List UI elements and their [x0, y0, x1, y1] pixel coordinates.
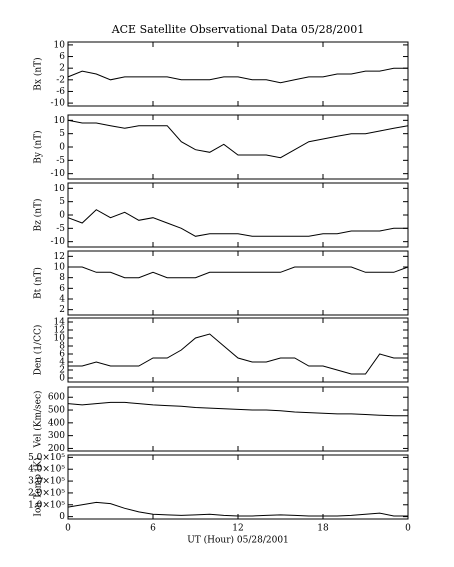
y-tick-label: 8 [59, 342, 65, 352]
y-tick-label: 2.0×10⁵ [28, 488, 65, 498]
y-tick-label: 14 [54, 318, 66, 328]
y-tick-label: 2 [59, 366, 65, 376]
y-tick-label: 10 [54, 116, 66, 126]
x-tick-label: 0 [405, 524, 411, 534]
data-line [67, 119, 409, 159]
y-tick-label: 1.0×10⁵ [28, 500, 65, 510]
data-line [67, 401, 408, 417]
y-tick-label: -2 [56, 75, 65, 85]
x-tick-label: 12 [232, 524, 243, 534]
y-axis-label: Den (1/CC) [33, 325, 44, 376]
y-tick-label: 2 [59, 64, 65, 74]
y-tick-label: 10 [54, 40, 66, 50]
y-axis-label: By (nT) [33, 130, 44, 163]
chart-title: ACE Satellite Observational Data 05/28/2… [111, 23, 365, 36]
panel-frame [67, 250, 409, 316]
y-tick-label: 300 [48, 431, 65, 441]
data-line [67, 209, 408, 237]
y-tick-label: 600 [48, 393, 65, 403]
x-tick-label: 0 [65, 524, 71, 534]
y-tick-label: 0 [59, 512, 65, 522]
y-tick-label: 12 [54, 326, 65, 336]
y-tick-label: 5 [59, 129, 65, 139]
y-tick-label: 6 [59, 350, 65, 360]
y-tick-label: -10 [51, 99, 66, 109]
y-tick-label: 5 [59, 197, 65, 207]
y-tick-label: -10 [51, 237, 66, 247]
y-tick-label: 4.0×10⁵ [28, 465, 65, 475]
y-tick-label: 2 [59, 305, 65, 315]
y-tick-label: 500 [48, 406, 65, 416]
y-tick-label: 10 [54, 334, 66, 344]
y-tick-label: 4 [59, 358, 65, 368]
y-tick-label: 0 [59, 143, 65, 153]
y-tick-label: 5.0×10⁵ [28, 453, 65, 463]
x-axis-label: UT (Hour) 05/28/2001 [187, 535, 289, 546]
panel-frame [67, 454, 409, 520]
y-axis-label: Bz (nT) [33, 198, 44, 231]
y-tick-label: 6 [59, 52, 65, 62]
panel-frame [67, 114, 409, 180]
x-tick-label: 6 [150, 524, 156, 534]
y-axis-label: Bx (nT) [33, 57, 44, 90]
y-tick-label: -5 [56, 224, 65, 234]
y-tick-label: 4 [59, 295, 65, 305]
y-tick-label: 12 [54, 252, 65, 262]
y-tick-label: 0 [59, 211, 65, 221]
y-tick-label: -5 [56, 156, 65, 166]
x-tick-label: 18 [317, 524, 329, 534]
y-tick-label: 400 [48, 418, 65, 428]
y-axis-label: Vel (Km/sec) [33, 390, 44, 448]
y-tick-label: -6 [56, 87, 65, 97]
y-tick-label: 3.0×10⁵ [28, 477, 65, 487]
y-tick-label: 10 [54, 263, 66, 273]
y-tick-label: 200 [48, 444, 65, 454]
y-tick-label: 8 [59, 273, 65, 283]
data-line [67, 501, 408, 517]
y-axis-label: Ion Temp (K) [33, 457, 44, 516]
panel-frame [67, 41, 409, 107]
y-tick-label: 0 [59, 374, 65, 384]
panel-frame [67, 317, 409, 383]
y-tick-label: -10 [51, 169, 66, 179]
data-line [67, 67, 408, 84]
data-line [68, 266, 409, 279]
y-tick-label: 6 [59, 284, 65, 294]
y-axis-label: Bt (nT) [33, 267, 44, 299]
panel-frame [67, 386, 409, 452]
y-tick-label: 10 [54, 184, 66, 194]
data-line [68, 333, 408, 375]
